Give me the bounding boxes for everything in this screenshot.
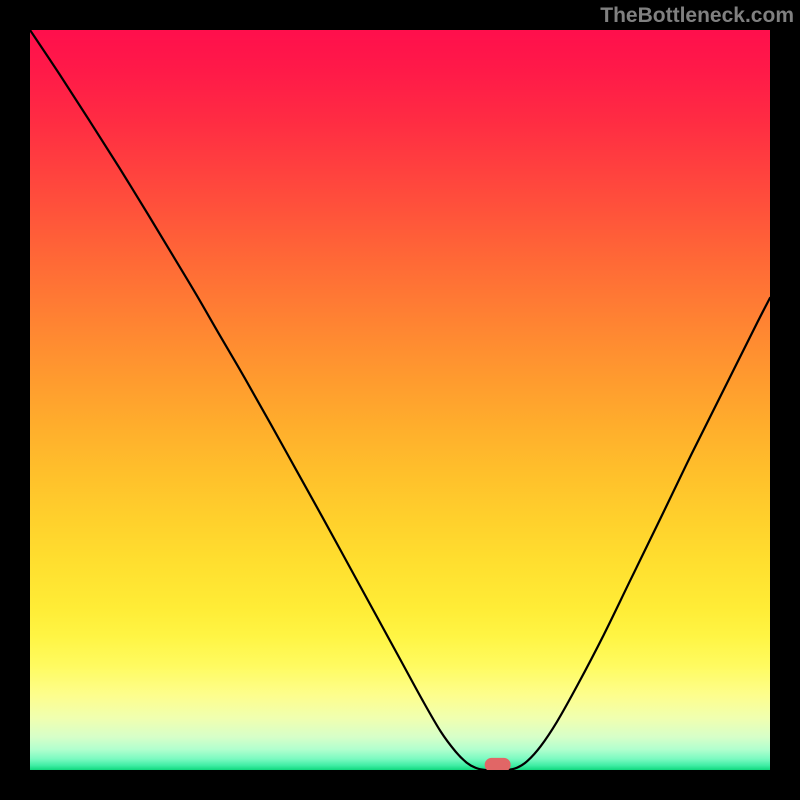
watermark-text: TheBottleneck.com	[600, 4, 794, 28]
chart-container: TheBottleneck.com	[0, 0, 800, 800]
optimum-marker	[485, 758, 511, 770]
chart-svg	[30, 30, 770, 770]
plot-area	[30, 30, 770, 770]
